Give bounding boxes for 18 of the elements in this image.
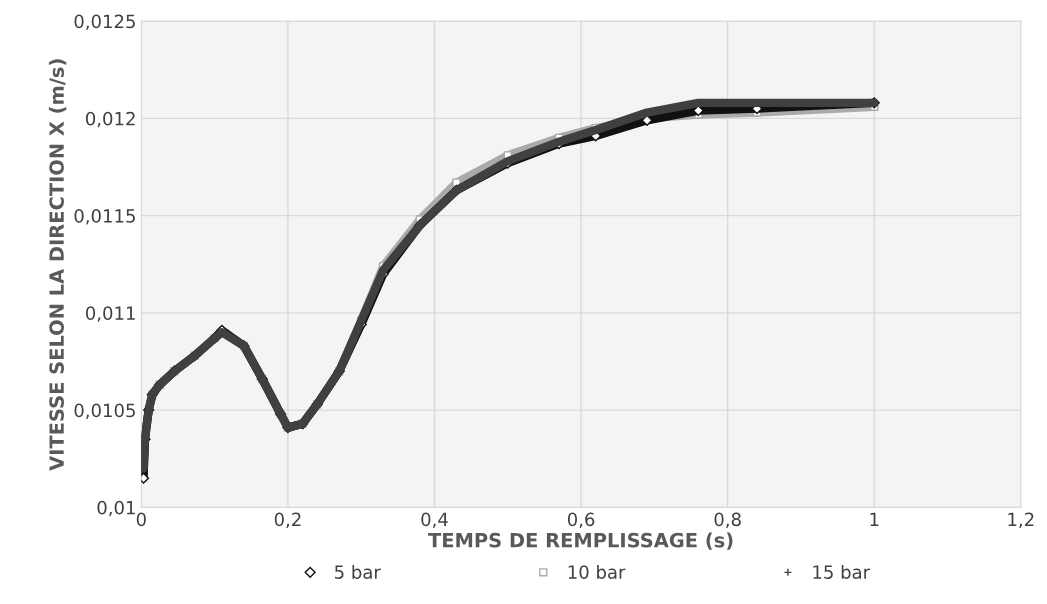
x-tick-label: 0,4 (421, 512, 448, 529)
x-tick-label: 0,2 (274, 512, 301, 529)
y-tick-label: 0,012 (85, 111, 135, 128)
legend-label: 5 bar (335, 564, 381, 579)
x-tick-label: 0 (136, 512, 146, 527)
x-tick-label: 0,6 (567, 512, 595, 529)
legend-label: 15 bar (813, 564, 871, 579)
y-axis-title: VITESSE SELON LA DIRECTION X (m/s) (48, 59, 67, 471)
y-tick-label: 0,01 (97, 500, 135, 517)
y-tick-label: 0,0115 (74, 209, 135, 225)
y-tick-label: 0,0125 (74, 14, 135, 31)
y-tick-label: 0,011 (85, 306, 135, 322)
x-tick-label: 0,8 (714, 512, 741, 529)
legend-label: 10 bar (568, 564, 626, 579)
x-axis-title: TEMPS DE REMPLISSAGE (s) (428, 532, 733, 550)
y-tick-label: 0,0105 (74, 403, 135, 420)
x-tick-label: 1 (870, 512, 879, 526)
x-tick-label: 1,2 (1008, 512, 1034, 529)
